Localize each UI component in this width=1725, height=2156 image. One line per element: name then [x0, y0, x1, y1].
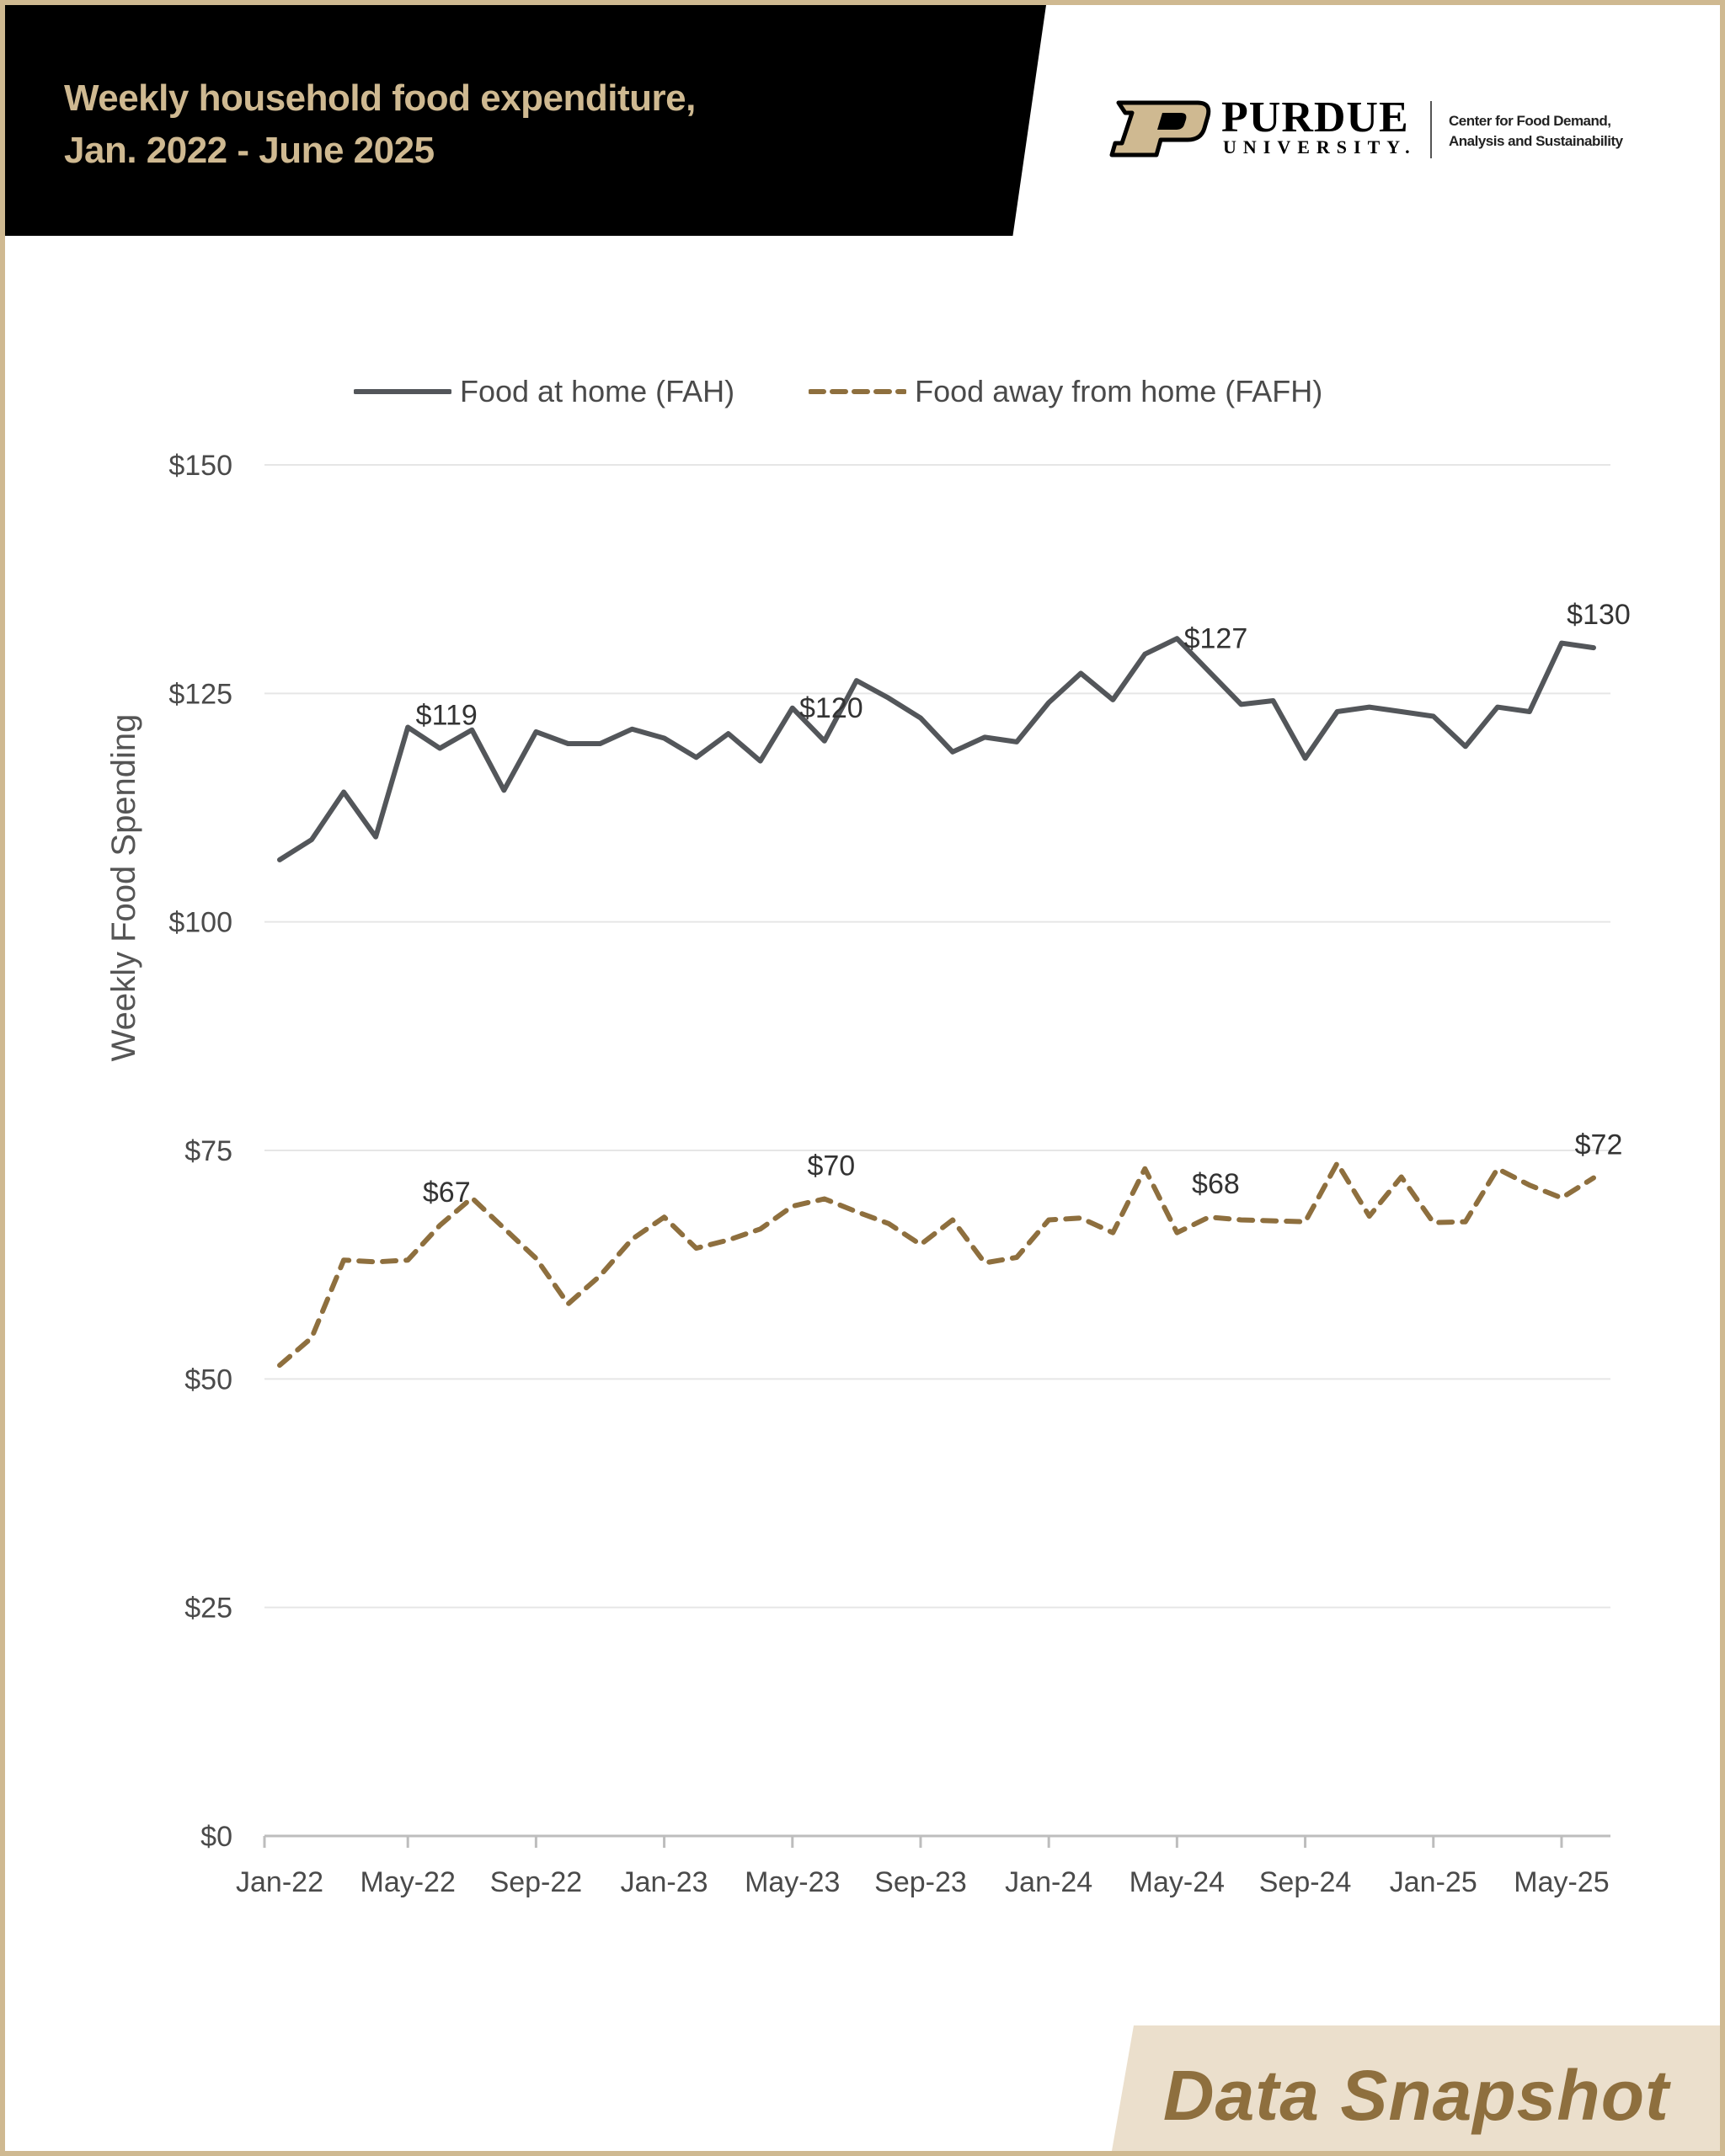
header-band [5, 5, 1046, 236]
logo-center-line-1: Center for Food Demand, [1449, 113, 1611, 129]
data-label: $68 [1192, 1168, 1240, 1200]
chart-title: Weekly household food expenditure, Jan. … [64, 72, 696, 177]
logo-center-name: Center for Food Demand, Analysis and Sus… [1449, 111, 1623, 152]
logo-wordmark: PURDUE [1221, 93, 1409, 141]
legend-item-fah: Food at home (FAH) [354, 374, 734, 409]
legend-swatch-fafh [809, 389, 907, 394]
data-label: $130 [1567, 599, 1631, 631]
y-tick-label: $0 [200, 1821, 232, 1853]
data-label: $120 [799, 692, 863, 724]
data-label: $67 [423, 1177, 471, 1209]
x-tick-label: Sep-22 [490, 1866, 583, 1898]
data-label: $70 [807, 1150, 855, 1182]
purdue-p-logo-icon [1109, 100, 1211, 157]
y-tick-label: $100 [168, 907, 232, 939]
y-tick-label: $25 [184, 1593, 232, 1625]
legend-label-fafh: Food away from home (FAFH) [915, 374, 1323, 408]
x-tick-label: Jan-24 [1005, 1866, 1092, 1898]
legend-swatch-fah [354, 389, 451, 394]
y-axis-title: Weekly Food Spending [105, 714, 142, 1062]
data-label: $127 [1184, 622, 1248, 654]
x-tick-label: Sep-23 [874, 1866, 967, 1898]
x-tick-label: May-22 [360, 1866, 456, 1898]
legend-item-fafh: Food away from home (FAFH) [809, 374, 1322, 409]
y-tick-label: $75 [184, 1135, 232, 1167]
title-line-1: Weekly household food expenditure, [64, 77, 696, 119]
x-tick-label: May-23 [745, 1866, 840, 1898]
logo-center-line-2: Analysis and Sustainability [1449, 133, 1623, 149]
x-tick-label: May-25 [1514, 1866, 1609, 1898]
data-label: $72 [1575, 1129, 1623, 1161]
title-line-2: Jan. 2022 - June 2025 [64, 130, 435, 171]
y-tick-label: $150 [168, 450, 232, 482]
x-tick-label: Jan-25 [1390, 1866, 1477, 1898]
footer-badge [1112, 2025, 1720, 2151]
series-line-fafh [277, 1161, 1596, 1369]
x-tick-label: May-24 [1130, 1866, 1225, 1898]
y-tick-label: $125 [168, 678, 232, 710]
logo-divider [1430, 101, 1432, 158]
x-tick-label: Jan-23 [621, 1866, 708, 1898]
x-tick-label: Jan-22 [236, 1866, 323, 1898]
purdue-logo: PURDUE UNIVERSITY. Center for Food Deman… [1103, 94, 1642, 170]
line-chart: $0 $25 $50 $75 $100 $125 $150 Jan-22 May-22 Sep-2… [105, 450, 1631, 1898]
footer-badge-text: Data Snapshot [1162, 2056, 1669, 2135]
legend-label-fah: Food at home (FAH) [460, 374, 735, 408]
y-tick-label: $50 [184, 1364, 232, 1396]
series-line-fah [277, 636, 1596, 862]
chart-legend: Food at home (FAH) Food away from home (… [354, 371, 1397, 413]
logo-subword: UNIVERSITY. [1223, 136, 1417, 157]
data-label: $119 [416, 699, 478, 731]
x-tick-label: Sep-24 [1259, 1866, 1352, 1898]
